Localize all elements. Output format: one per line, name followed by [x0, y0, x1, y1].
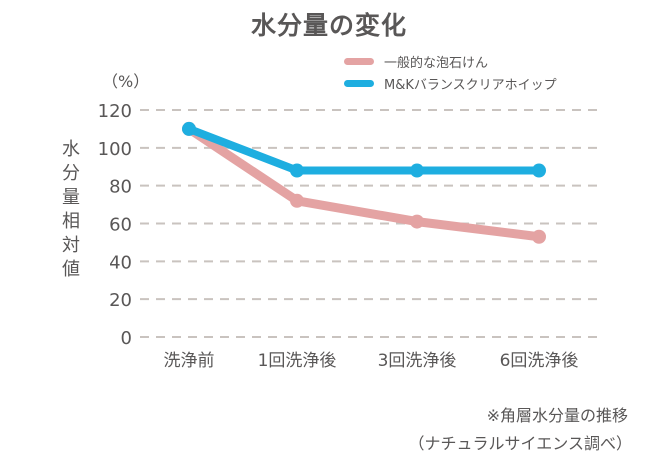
x-tick-label: 3回洗浄後 — [378, 351, 457, 371]
legend-item-mk-whip: M&Kバランスクリアホイップ — [344, 72, 557, 94]
data-point-1-0 — [182, 121, 196, 136]
y-tick-label: 80 — [109, 177, 132, 198]
y-tick-label: 60 — [109, 215, 132, 236]
data-point-1-2 — [410, 163, 424, 178]
y-tick-label: 40 — [109, 252, 132, 273]
legend-item-foam-soap: 一般的な泡石けん — [344, 50, 557, 72]
legend-swatch — [344, 57, 374, 65]
note-1: ※角層水分量の推移 — [486, 406, 628, 425]
x-tick-label: 1回洗浄後 — [258, 351, 337, 371]
data-point-1-1 — [290, 163, 304, 178]
series-line-1 — [185, 124, 543, 175]
data-point-0-1 — [290, 193, 304, 208]
note-2: （ナチュラルサイエンス調べ） — [408, 434, 632, 453]
legend-label: 一般的な泡石けん — [384, 55, 489, 71]
data-point-0-3 — [532, 229, 546, 244]
y-tick-label: 100 — [98, 139, 132, 160]
y-tick-label: 120 — [98, 101, 132, 122]
x-tick-label: 6回洗浄後 — [500, 351, 579, 371]
legend-label: M&Kバランスクリアホイップ — [384, 77, 557, 93]
series-line-0 — [184, 124, 544, 242]
legend: 一般的な泡石けん M&Kバランスクリアホイップ — [344, 50, 557, 94]
chart-title: 水分量の変化 — [250, 11, 407, 40]
y-tick-label: 20 — [109, 290, 132, 311]
x-tick-label: 洗浄前 — [164, 351, 215, 371]
y-tick-label: 0 — [121, 328, 132, 349]
data-point-1-3 — [532, 163, 546, 178]
y-axis-label: 水分量相対値 — [62, 139, 80, 280]
legend-swatch — [344, 79, 374, 87]
data-point-0-2 — [410, 214, 424, 229]
y-unit-label: （%） — [102, 72, 150, 91]
